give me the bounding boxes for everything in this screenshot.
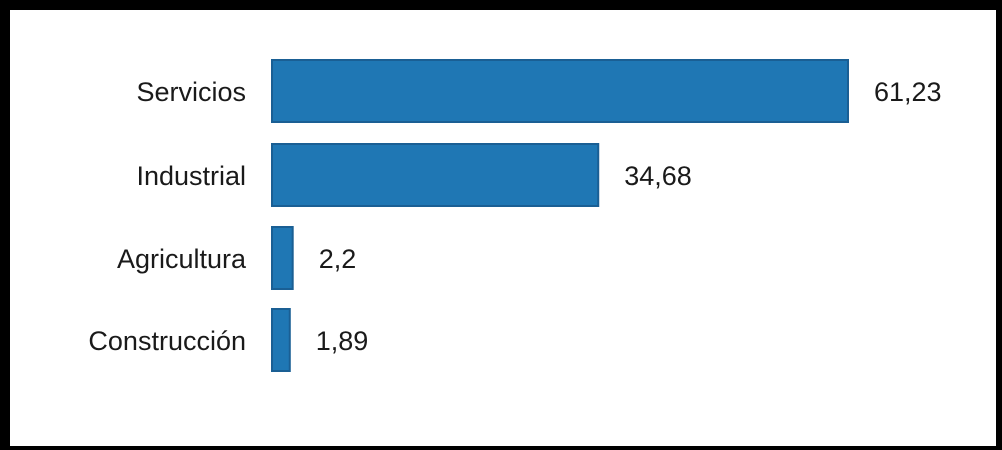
bar-servicios xyxy=(271,59,849,123)
value-label-agricultura: 2,2 xyxy=(319,244,357,274)
bar-industrial xyxy=(271,143,600,207)
category-label-agricultura: Agricultura xyxy=(117,244,247,274)
category-label-servicios: Servicios xyxy=(136,77,246,107)
value-label-construccion: 1,89 xyxy=(316,326,369,356)
bar-agricultura xyxy=(271,226,294,290)
bar-chart: Servicios Industrial Agricultura Constru… xyxy=(88,59,942,372)
category-label-construccion: Construcción xyxy=(88,326,246,356)
chart-frame: Servicios Industrial Agricultura Constru… xyxy=(10,10,996,446)
category-label-industrial: Industrial xyxy=(136,161,246,191)
category-labels: Servicios Industrial Agricultura Constru… xyxy=(88,77,247,356)
value-label-servicios: 61,23 xyxy=(874,77,942,107)
value-labels: 61,23 34,68 2,2 1,89 xyxy=(316,77,942,356)
value-label-industrial: 34,68 xyxy=(624,161,692,191)
bars xyxy=(271,59,849,372)
bar-construccion xyxy=(271,308,291,372)
